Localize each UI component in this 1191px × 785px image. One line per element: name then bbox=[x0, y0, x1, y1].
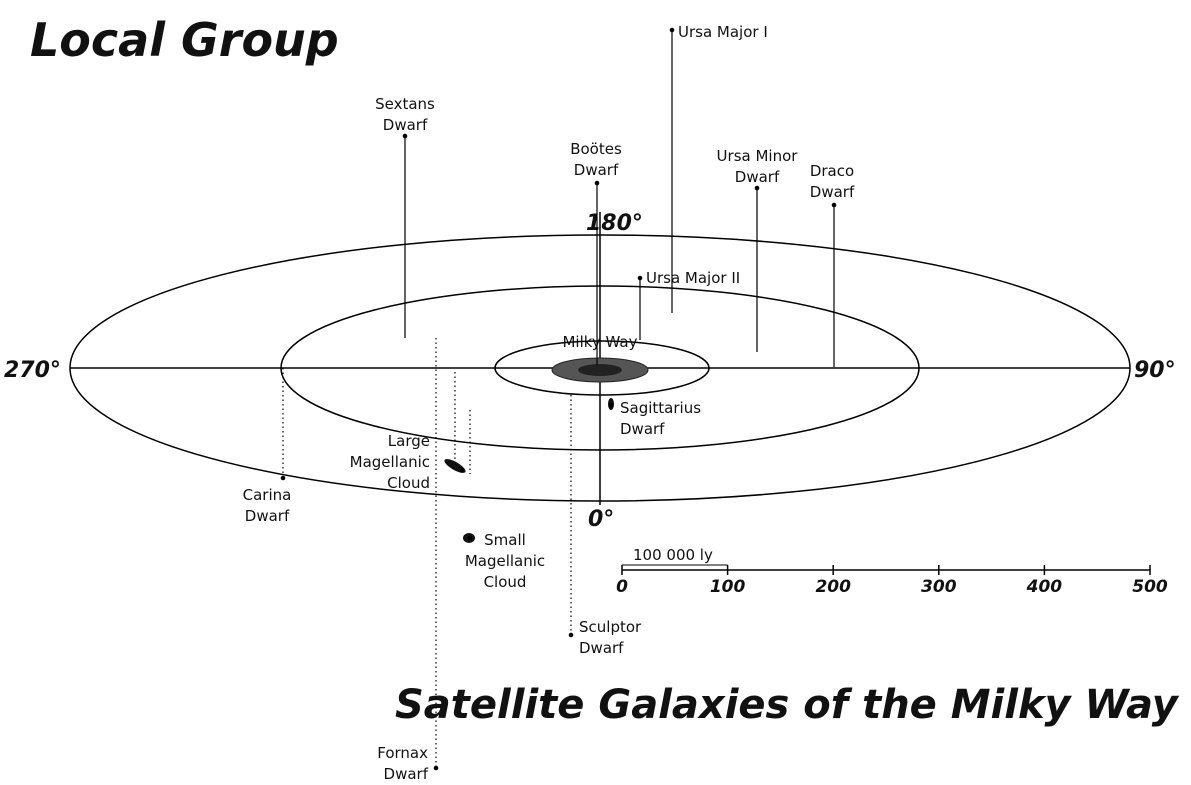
galaxy-dot bbox=[460, 468, 465, 473]
angle-label: 180° bbox=[586, 211, 643, 236]
scale-tick-label: 0 bbox=[616, 577, 628, 597]
scale-label: 100 000 ly bbox=[633, 546, 713, 564]
galaxy-label: Fornax bbox=[377, 744, 428, 762]
scale-tick-label: 500 bbox=[1132, 577, 1168, 597]
galaxy-blob bbox=[443, 457, 468, 476]
galaxy-label: Dwarf bbox=[574, 161, 619, 179]
subtitle: Satellite Galaxies of the Milky Way bbox=[395, 682, 1180, 728]
galaxy-dot bbox=[569, 633, 574, 638]
galaxy-label: Magellanic bbox=[350, 453, 430, 471]
scale-tick-label: 100 bbox=[710, 577, 746, 597]
galaxy-label: Magellanic bbox=[465, 552, 545, 570]
galaxy-dot bbox=[638, 276, 643, 281]
galaxy-dot bbox=[281, 476, 286, 481]
scale-tick-label: 300 bbox=[921, 577, 957, 597]
scale-tick-label: 400 bbox=[1026, 577, 1063, 597]
galaxy-label: Dwarf bbox=[384, 765, 429, 783]
title: Local Group bbox=[30, 13, 339, 67]
galaxy-label: Dwarf bbox=[620, 420, 665, 438]
scale-tick-label: 200 bbox=[815, 577, 851, 597]
galaxy-label: Ursa Major I bbox=[678, 23, 768, 41]
galaxy-dot bbox=[403, 134, 408, 139]
galaxy-dot bbox=[595, 181, 600, 186]
galaxy-label: Cloud bbox=[484, 573, 527, 591]
center-label: Milky Way bbox=[562, 333, 637, 351]
galaxy-label: Cloud bbox=[387, 474, 430, 492]
galaxy-dot bbox=[434, 766, 439, 771]
galaxy-label: Dwarf bbox=[810, 183, 855, 201]
galaxy-label: Small bbox=[484, 531, 526, 549]
galaxy-label: Carina bbox=[243, 486, 292, 504]
galaxy-dot bbox=[609, 403, 614, 408]
galaxy-label: Dwarf bbox=[735, 168, 780, 186]
milky-way-core bbox=[578, 364, 622, 376]
galaxy-label: Dwarf bbox=[579, 639, 624, 657]
diagram: Local Group Satellite Galaxies of the Mi… bbox=[0, 0, 1191, 785]
galaxy-label: Large bbox=[388, 432, 430, 450]
angle-label: 0° bbox=[588, 507, 614, 532]
angle-label: 270° bbox=[4, 358, 61, 383]
galaxy-label: Dwarf bbox=[383, 116, 428, 134]
galaxy-label: Boötes bbox=[570, 140, 622, 158]
galaxy-label: Dwarf bbox=[245, 507, 290, 525]
galaxy-label: Ursa Minor bbox=[717, 147, 799, 165]
galaxy-dot bbox=[755, 186, 760, 191]
galaxy-label: Ursa Major II bbox=[646, 269, 740, 287]
galaxy-label: Sextans bbox=[375, 95, 435, 113]
galaxy-label: Sagittarius bbox=[620, 399, 701, 417]
galaxy-dot bbox=[468, 536, 473, 541]
galaxy-dot bbox=[832, 203, 837, 208]
galaxy-dot bbox=[670, 28, 675, 33]
galaxy-label: Sculptor bbox=[579, 618, 642, 636]
angle-label: 90° bbox=[1134, 358, 1176, 383]
galaxy-label: Draco bbox=[810, 162, 854, 180]
